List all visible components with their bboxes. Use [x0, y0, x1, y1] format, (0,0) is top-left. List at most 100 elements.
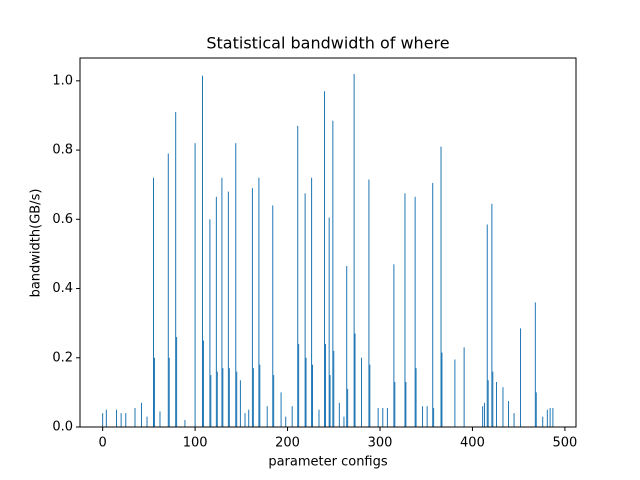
bar: [153, 357, 155, 427]
bar: [520, 328, 522, 427]
bar: [239, 380, 241, 427]
bar: [440, 146, 442, 427]
bar: [285, 416, 287, 427]
bar: [513, 413, 515, 427]
bar: [251, 188, 253, 427]
bar: [382, 407, 384, 427]
x-axis-label: parameter configs: [268, 455, 388, 470]
bar: [280, 392, 282, 427]
x-tick-label: 0: [99, 436, 107, 451]
bar: [221, 177, 223, 427]
y-tick-label: 0.2: [52, 350, 73, 365]
bar: [202, 340, 204, 427]
bar: [146, 416, 148, 427]
bar: [422, 406, 424, 427]
bar: [209, 219, 211, 427]
bar: [534, 302, 536, 427]
y-tick-label: 0.6: [52, 212, 73, 227]
bar: [318, 409, 320, 427]
bar: [298, 343, 300, 427]
y-tick-label: 0.4: [52, 281, 73, 296]
bar: [502, 387, 504, 427]
bar: [120, 413, 122, 427]
bar: [125, 413, 127, 427]
bar: [215, 196, 217, 427]
bar: [159, 411, 161, 427]
bar: [116, 409, 118, 427]
bar: [432, 182, 434, 427]
bar: [222, 368, 224, 427]
bar: [201, 75, 203, 428]
bar: [332, 120, 334, 428]
bar: [463, 347, 465, 427]
bar: [405, 382, 407, 427]
bar: [492, 371, 494, 427]
bar: [329, 375, 331, 427]
bar: [552, 407, 554, 427]
bar: [105, 409, 107, 427]
bar: [415, 368, 417, 427]
bar: [414, 196, 416, 427]
y-tick-label: 0.8: [52, 143, 73, 158]
bar: [291, 406, 293, 427]
y-tick-label: 1.0: [52, 73, 73, 88]
bar: [297, 125, 299, 427]
bar: [273, 375, 275, 427]
bar: [535, 392, 537, 427]
bar: [304, 193, 306, 427]
bar: [394, 382, 396, 427]
bar: [152, 177, 154, 427]
bar: [549, 407, 551, 427]
bar: [258, 177, 260, 427]
bar: [311, 177, 313, 427]
x-tick-label: 300: [368, 436, 393, 451]
y-axis-label: bandwidth(GB/s): [29, 189, 44, 298]
bar: [333, 350, 335, 427]
bar: [305, 357, 307, 427]
bar: [236, 371, 238, 427]
bar: [266, 406, 268, 427]
bar: [168, 357, 170, 427]
bar: [176, 337, 178, 427]
bar: [338, 402, 340, 427]
bar: [343, 416, 345, 427]
bar: [482, 406, 484, 427]
bar: [353, 73, 355, 427]
bar: [393, 264, 395, 427]
bar: [216, 371, 218, 427]
bar: [259, 364, 261, 427]
bar: [102, 413, 104, 427]
bar: [542, 416, 544, 427]
bar: [194, 143, 196, 427]
bar: [508, 401, 510, 427]
bar: [354, 333, 356, 427]
bar: [312, 364, 314, 427]
bar: [486, 224, 488, 427]
bar: [369, 364, 371, 427]
bar: [433, 407, 435, 427]
bar: [228, 368, 230, 427]
bar: [483, 402, 485, 427]
bar: [368, 179, 370, 427]
bar: [210, 375, 212, 427]
bar: [347, 388, 349, 427]
bar: [167, 153, 169, 428]
bar: [324, 91, 326, 427]
bar: [140, 402, 142, 427]
bar: [487, 380, 489, 427]
x-tick-label: 400: [460, 436, 485, 451]
axes-frame: [79, 57, 577, 428]
bar: [495, 382, 497, 427]
bar: [244, 413, 246, 427]
bar: [184, 420, 186, 427]
bar: [441, 352, 443, 427]
chart-title: Statistical bandwidth of where: [206, 34, 449, 53]
bar: [328, 217, 330, 427]
bar: [404, 193, 406, 427]
bar: [386, 407, 388, 427]
bar: [324, 343, 326, 427]
bar: [175, 112, 177, 427]
bar: [454, 359, 456, 427]
